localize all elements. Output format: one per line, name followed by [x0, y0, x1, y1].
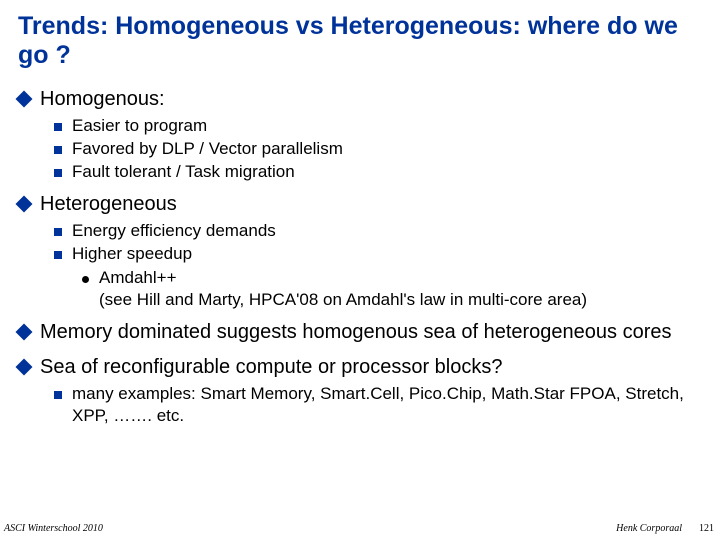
slide: Trends: Homogeneous vs Heterogeneous: wh… [0, 0, 720, 540]
lvl2-label: many examples: Smart Memory, Smart.Cell,… [72, 383, 702, 427]
lvl2-label: Easier to program [72, 115, 207, 137]
square-icon [54, 169, 62, 177]
lvl2-label: Energy efficiency demands [72, 220, 276, 242]
list-item: Heterogeneous Energy efficiency demands … [18, 193, 702, 311]
slide-title: Trends: Homogeneous vs Heterogeneous: wh… [18, 12, 702, 70]
page-number: 121 [699, 523, 714, 534]
bullet-list-lvl1: Homogenous: Easier to program Favored by… [18, 88, 702, 428]
diamond-icon [16, 324, 33, 341]
bullet-list-lvl3: Amdahl++ (see Hill and Marty, HPCA'08 on… [54, 267, 702, 311]
lvl1-label: Homogenous: [40, 88, 165, 111]
square-icon [54, 391, 62, 399]
list-item: Higher speedup Amdahl++ (see Hill and Ma… [54, 243, 702, 311]
list-item: Memory dominated suggests homogenous sea… [18, 321, 702, 344]
square-icon [54, 146, 62, 154]
square-icon [54, 228, 62, 236]
bullet-list-lvl2: many examples: Smart Memory, Smart.Cell,… [18, 383, 702, 427]
lvl2-label: Favored by DLP / Vector parallelism [72, 138, 343, 160]
bullet-list-lvl2: Energy efficiency demands Higher speedup… [18, 220, 702, 311]
list-item: Sea of reconfigurable compute or process… [18, 356, 702, 427]
diamond-icon [16, 90, 33, 107]
lvl2-label: Fault tolerant / Task migration [72, 161, 295, 183]
lvl1-label: Sea of reconfigurable compute or process… [40, 356, 502, 379]
square-icon [54, 123, 62, 131]
list-item: Fault tolerant / Task migration [54, 161, 702, 183]
list-item: many examples: Smart Memory, Smart.Cell,… [54, 383, 702, 427]
list-item: Easier to program [54, 115, 702, 137]
footer-left: ASCI Winterschool 2010 [4, 523, 103, 534]
diamond-icon [16, 195, 33, 212]
list-item: Homogenous: Easier to program Favored by… [18, 88, 702, 183]
lvl1-label: Heterogeneous [40, 193, 177, 216]
footer-right: Henk Corporaal [616, 523, 682, 534]
lvl3-label: Amdahl++ (see Hill and Marty, HPCA'08 on… [99, 267, 587, 311]
list-item: Amdahl++ (see Hill and Marty, HPCA'08 on… [82, 267, 702, 311]
list-item: Energy efficiency demands [54, 220, 702, 242]
lvl1-label: Memory dominated suggests homogenous sea… [40, 321, 672, 344]
bullet-list-lvl2: Easier to program Favored by DLP / Vecto… [18, 115, 702, 183]
diamond-icon [16, 359, 33, 376]
lvl2-label: Higher speedup [72, 243, 192, 265]
dot-icon [82, 276, 89, 283]
list-item: Favored by DLP / Vector parallelism [54, 138, 702, 160]
square-icon [54, 251, 62, 259]
